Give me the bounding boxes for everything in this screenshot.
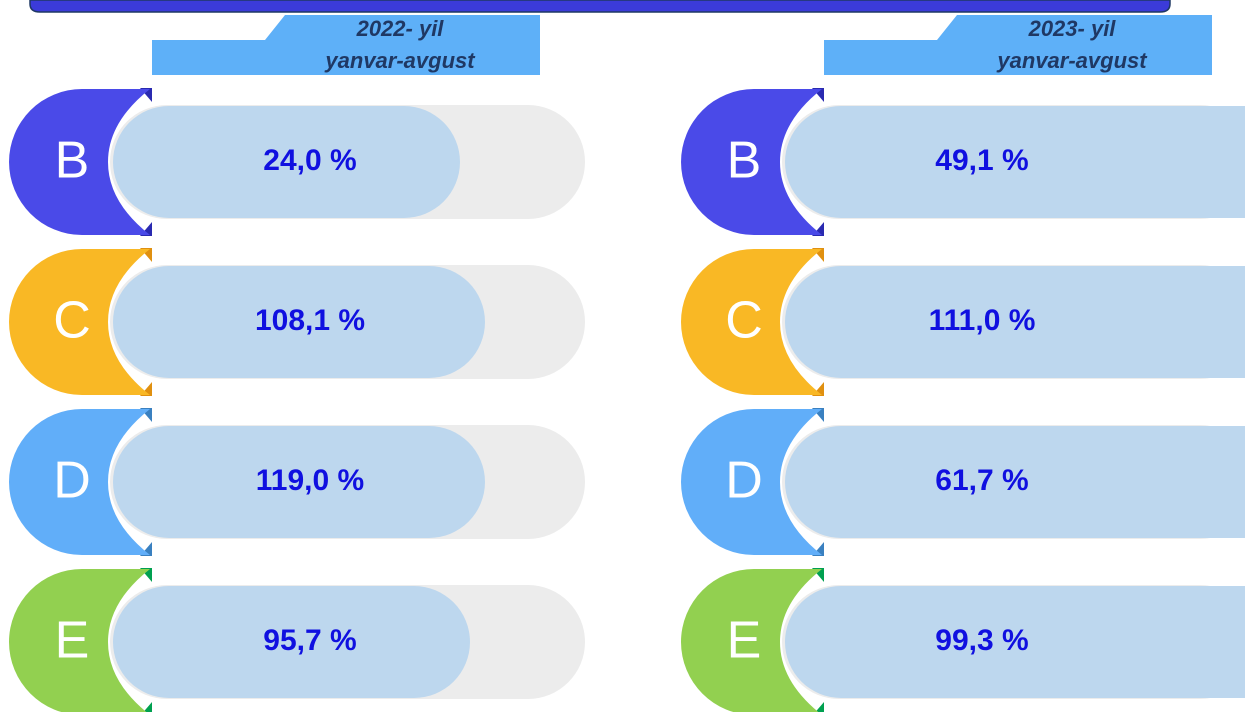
header-text: 2022- yil: [356, 16, 445, 41]
header-text: yanvar-avgust: [324, 48, 476, 73]
value-pill: [785, 106, 1245, 218]
badge: [681, 89, 822, 235]
badge: [9, 569, 150, 712]
value-label: 95,7 %: [263, 624, 356, 657]
value-pill: [785, 266, 1245, 378]
value-label: 61,7 %: [935, 464, 1028, 497]
badge-letter: C: [53, 292, 91, 350]
top-banner: [29, 0, 1171, 13]
badge: [9, 409, 150, 555]
value-pill: [113, 426, 485, 538]
value-label: 108,1 %: [255, 304, 365, 337]
badge: [681, 249, 822, 395]
header-tab: [152, 15, 540, 75]
header-text: yanvar-avgust: [996, 48, 1148, 73]
badge-letter: B: [55, 132, 90, 190]
value-pill: [785, 586, 1245, 698]
badge-letter: B: [727, 132, 762, 190]
header-text: 2023- yil: [1028, 16, 1117, 41]
badge-letter: D: [53, 452, 91, 510]
value-label: 99,3 %: [935, 624, 1028, 657]
badge: [681, 569, 822, 712]
value-pill: [785, 426, 1245, 538]
badge: [9, 89, 150, 235]
value-label: 119,0 %: [256, 464, 364, 497]
badge: [681, 409, 822, 555]
value-pill: [113, 106, 460, 218]
value-pill: [113, 266, 485, 378]
badge-letter: E: [727, 612, 762, 670]
badge-letter: E: [55, 612, 90, 670]
value-label: 24,0 %: [263, 144, 356, 177]
badge-letter: C: [725, 292, 763, 350]
value-label: 111,0 %: [929, 304, 1036, 337]
value-pill: [113, 586, 470, 698]
header-tab: [824, 15, 1212, 75]
badge-letter: D: [725, 452, 763, 510]
badge: [9, 249, 150, 395]
value-label: 49,1 %: [935, 144, 1028, 177]
